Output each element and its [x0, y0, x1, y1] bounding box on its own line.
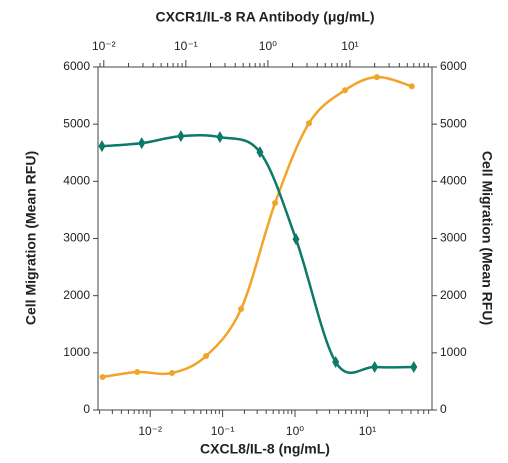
y-tick-label: 3000	[63, 231, 90, 245]
x-axis-title: CXCL8/IL-8 (ng/mL)	[200, 441, 330, 457]
point	[138, 137, 146, 150]
point	[332, 356, 340, 369]
point	[408, 83, 415, 90]
x-tick-label: 10⁻¹	[211, 424, 235, 438]
point	[177, 130, 185, 143]
y2-tick-label: 5000	[440, 116, 467, 130]
y2-tick-label: 6000	[440, 59, 467, 73]
point	[203, 353, 210, 360]
point	[238, 306, 245, 313]
y2-tick-label: 4000	[440, 174, 467, 188]
y-tick-label: 0	[83, 402, 90, 416]
point	[169, 370, 176, 377]
y-tick-label: 4000	[63, 174, 90, 188]
point	[272, 200, 279, 207]
y-tick-label: 1000	[63, 345, 90, 359]
x-tick-label: 10¹	[359, 424, 376, 438]
point	[216, 131, 224, 144]
point	[98, 140, 106, 153]
point	[134, 369, 141, 376]
y2-tick-label: 1000	[440, 345, 467, 359]
y2-tick-label: 2000	[440, 288, 467, 302]
x2-tick-label: 10¹	[341, 39, 358, 53]
y-axis-title: Cell Migration (Mean RFU)	[23, 151, 39, 325]
point	[256, 146, 264, 159]
y2-tick-label: 0	[440, 402, 447, 416]
x-tick-label: 10⁻²	[138, 424, 162, 438]
point	[371, 361, 379, 374]
x2-axis-title: CXCR1/IL-8 RA Antibody (μg/mL)	[155, 9, 374, 25]
y2-tick-label: 3000	[440, 231, 467, 245]
y2-axis-title: Cell Migration (Mean RFU)	[479, 151, 495, 325]
x2-tick-label: 10⁻¹	[174, 39, 198, 53]
point	[305, 120, 312, 127]
y-tick-label: 2000	[63, 288, 90, 302]
point	[292, 233, 300, 246]
point	[410, 361, 418, 374]
y-tick-label: 6000	[63, 59, 90, 73]
y-tick-label: 5000	[63, 116, 90, 130]
curve	[101, 134, 414, 375]
x2-tick-label: 10⁻²	[92, 39, 116, 53]
point	[373, 74, 380, 81]
point	[99, 374, 106, 381]
x-tick-label: 10⁰	[286, 424, 304, 438]
point	[341, 87, 348, 94]
x2-tick-label: 10⁰	[259, 39, 277, 53]
curve	[102, 75, 413, 379]
